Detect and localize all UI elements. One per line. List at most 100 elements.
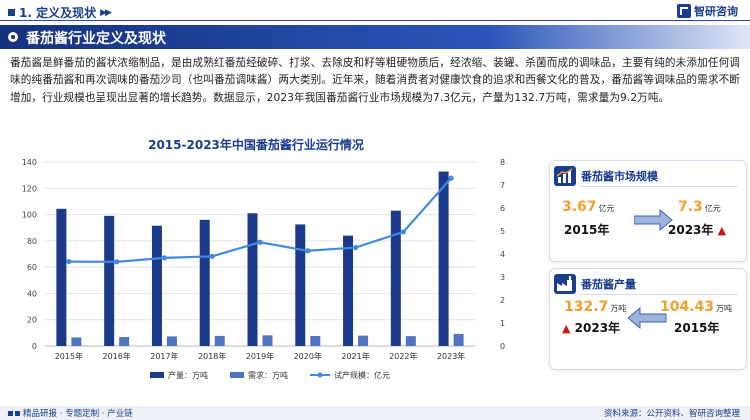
market-size-title: 番茄酱市场规模 [581, 170, 658, 183]
line-point [66, 258, 72, 265]
bar-demand [119, 337, 130, 346]
top-bar: 1. 定义及现状 ▶▶ 智研咨询 [0, 0, 750, 24]
logo-icon [677, 4, 691, 18]
output-2015-value: 104.43 万吨 [660, 299, 733, 315]
bar-demand [358, 335, 369, 346]
market-size-2023-value: 7.3 亿元 [678, 199, 721, 215]
bullet-icon [8, 32, 18, 42]
bar-output [247, 213, 258, 346]
y-right-tick-label: 0 [500, 342, 505, 351]
bar-demand [262, 335, 273, 346]
legend-swatch [150, 372, 164, 378]
y-right-tick-label: 7 [500, 181, 505, 190]
bar-output [151, 225, 162, 346]
output-2015-year: 2015年 [674, 321, 720, 335]
section-title-text: 1. 定义及现状 [19, 6, 97, 20]
market-size-2023-year: 2023年 ▲ [668, 223, 727, 237]
bar-output [295, 224, 306, 346]
footer-bar: 精品研报 · 专题定制 · 产业链 资料来源：公开资料、智研咨询整理 [0, 406, 750, 420]
y-right-tick-label: 2 [500, 296, 505, 305]
bar-output [343, 235, 354, 346]
x-tick-label: 2022年 [389, 351, 417, 361]
y-right-tick-label: 4 [500, 250, 505, 259]
x-tick-label: 2020年 [294, 351, 322, 361]
market-size-2015-year: 2015年 [564, 223, 610, 237]
y-left-tick-label: 40 [27, 289, 37, 298]
output-card: 番茄酱产量 132.7 万吨 ▲ 2023年 104.43 万吨 2015年 [549, 268, 747, 370]
output-2023-year: ▲ 2023年 [562, 321, 621, 335]
bar-output [438, 171, 449, 346]
bar-output [390, 210, 401, 346]
line-point [209, 253, 215, 259]
line-point [305, 248, 311, 254]
market-size-card: 番茄酱市场规模 3.67 亿元 2015年 7.3 亿元 2023年 ▲ [549, 160, 747, 262]
brand-logo: 智研咨询 [677, 3, 738, 19]
up-arrow-icon: ▲ [562, 322, 571, 335]
y-left-tick-label: 140 [22, 158, 37, 167]
y-right-tick-label: 3 [500, 273, 505, 282]
market-size-2015-value: 3.67 亿元 [562, 199, 615, 215]
factory-icon [554, 274, 576, 294]
combo-chart: 0 20 40 60 80 100 120 140 0 1 2 3 4 5 6 7 8 2015年 2016年 201… [22, 158, 505, 380]
y-left-tick-label: 0 [32, 342, 37, 351]
output-title: 番茄酱产量 [581, 278, 636, 291]
double-arrow-icon: ▶▶ [100, 7, 112, 18]
y-left-tick-label: 120 [22, 184, 37, 193]
bar-output [56, 208, 67, 346]
bar-demand [214, 335, 225, 346]
line-point [161, 255, 168, 261]
up-arrow-icon: ▲ [717, 224, 727, 237]
legend-label: 产量：万吨 [168, 370, 208, 380]
right-arrow-icon [634, 209, 673, 231]
legend-marker [317, 372, 323, 378]
title-banner: 番茄酱行业定义及现状 [0, 25, 750, 49]
footer-left: 精品研报 · 专题定制 · 产业链 [8, 407, 133, 419]
legend-label: 试产规模：亿元 [334, 370, 390, 380]
footer-left-text: 精品研报 · 专题定制 · 产业链 [23, 409, 133, 419]
intro-paragraph: 番茄酱是鲜番茄的酱状浓缩制品，是由成熟红番茄经破碎、打浆、去除皮和籽等粗硬物质后… [10, 57, 740, 104]
chart-trend-icon [554, 166, 576, 186]
y-left-tick-label: 60 [27, 263, 37, 272]
x-tick-label: 2023年 [437, 351, 465, 361]
legend-label: 需求：万吨 [248, 370, 288, 380]
left-arrow-icon [628, 307, 667, 329]
top-divider [0, 20, 750, 21]
line-point [257, 239, 263, 245]
line-point [448, 175, 454, 181]
square-icon [8, 9, 15, 16]
y-right-tick-label: 6 [500, 204, 505, 213]
card-divider [580, 294, 738, 295]
y-left-tick-label: 20 [27, 316, 37, 325]
x-tick-label: 2018年 [198, 351, 226, 361]
x-tick-label: 2021年 [341, 351, 369, 361]
bar-demand [166, 336, 177, 346]
card-divider [580, 186, 738, 187]
chart-title: 2015-2023年中国番茄酱行业运行情况 [148, 138, 364, 152]
y-right-tick-label: 5 [500, 227, 505, 236]
footer-source: 资料来源：公开资料、智研咨询整理 [603, 409, 740, 419]
y-left-tick-label: 80 [27, 237, 37, 246]
line-point [114, 259, 120, 265]
line-point [352, 244, 359, 251]
x-tick-label: 2017年 [150, 351, 178, 361]
x-tick-label: 2015年 [55, 351, 83, 361]
section-title: 1. 定义及现状 ▶▶ [8, 4, 112, 21]
card-header: 番茄酱产量 [554, 274, 636, 294]
bar-demand [453, 333, 464, 346]
bar-output [199, 219, 210, 346]
y-right-tick-label: 1 [500, 319, 505, 328]
output-2023-value: 132.7 万吨 [564, 299, 627, 315]
squares-icon [8, 410, 20, 416]
x-tick-label: 2019年 [246, 351, 274, 361]
bar-demand [71, 337, 82, 346]
logo-text: 智研咨询 [694, 5, 738, 18]
y-right-tick-label: 8 [500, 158, 505, 167]
legend-swatch [230, 372, 244, 378]
card-header: 番茄酱市场规模 [554, 166, 658, 186]
x-tick-label: 2016年 [102, 351, 130, 361]
bar-demand [405, 336, 416, 346]
bar-demand [310, 336, 321, 346]
bar-output [104, 215, 115, 346]
y-left-tick-label: 100 [22, 211, 37, 220]
banner-title: 番茄酱行业定义及现状 [26, 31, 166, 47]
